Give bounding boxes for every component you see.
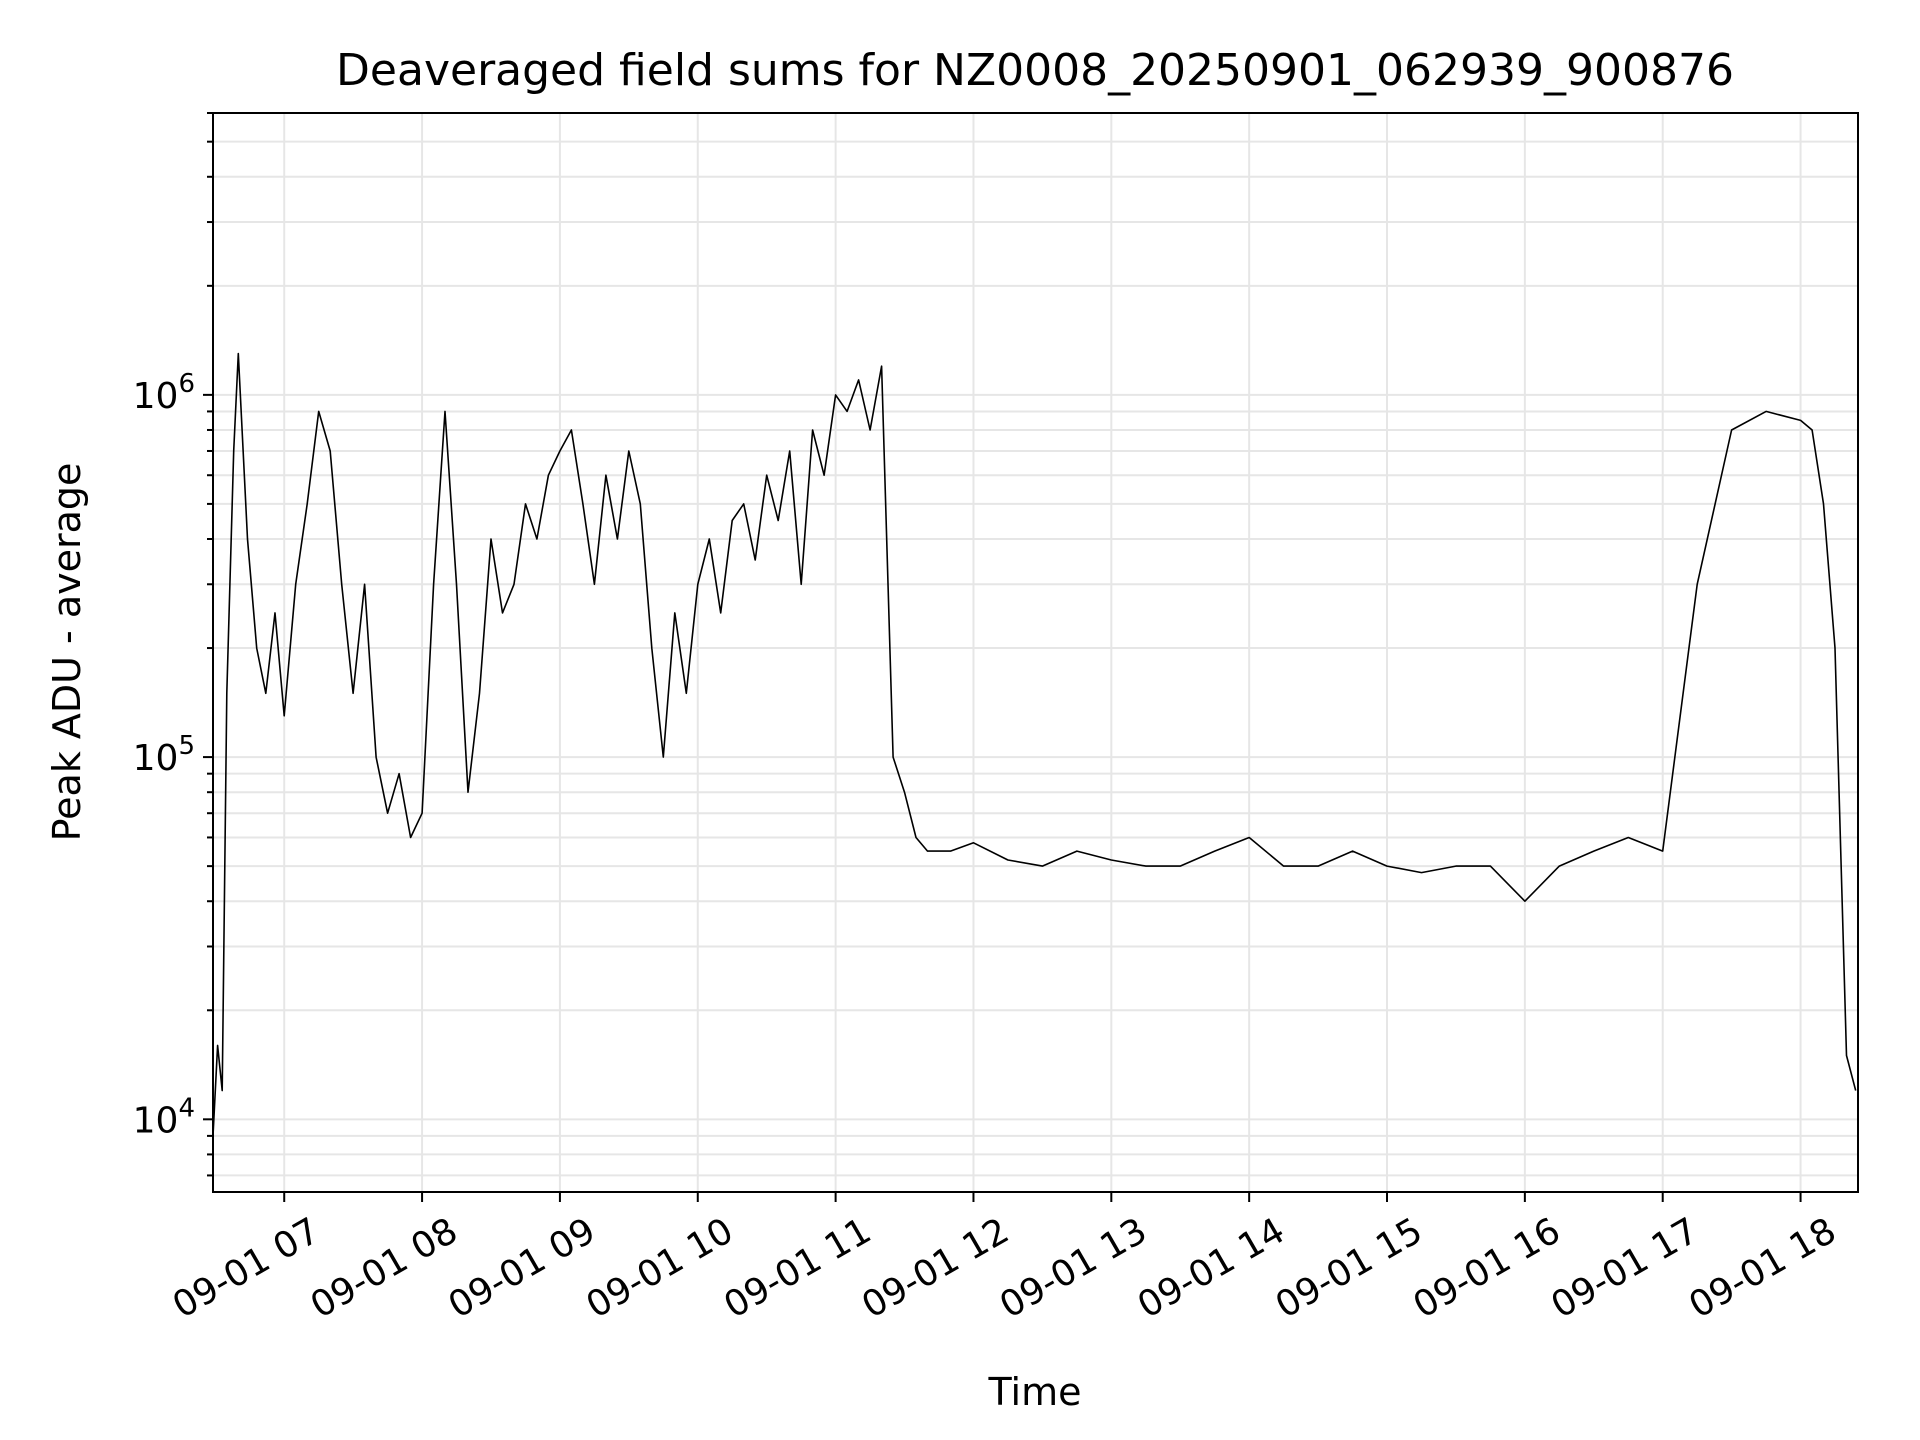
plot-frame <box>212 112 1859 1193</box>
y-tick-label: 106 <box>133 369 195 417</box>
grid-layer <box>213 112 1858 1192</box>
x-axis-label: Time <box>988 1370 1082 1414</box>
chart-title: Deaveraged field sums for NZ0008_2025090… <box>336 45 1734 96</box>
y-tick-label: 105 <box>133 731 195 779</box>
series-line <box>212 352 1857 1136</box>
y-axis-label: Peak ADU - average <box>45 463 89 842</box>
y-tick-label: 104 <box>133 1093 195 1141</box>
line-layer <box>212 352 1857 1136</box>
